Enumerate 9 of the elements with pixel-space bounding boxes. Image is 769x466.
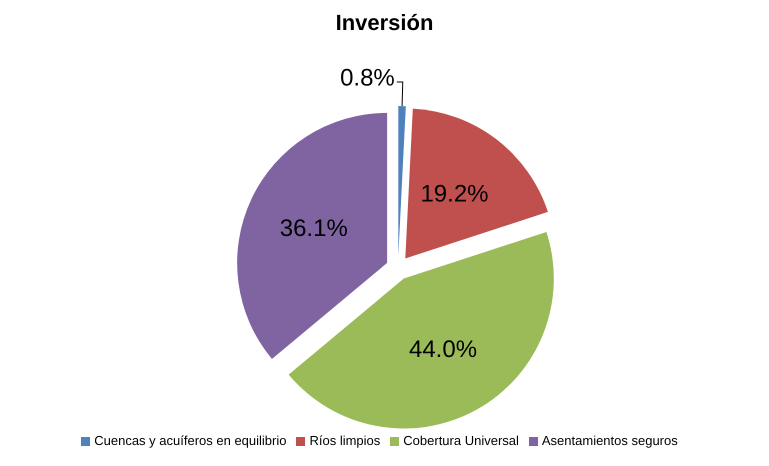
data-label: 44.0% [408,336,478,363]
chart-title: Inversión [334,10,434,36]
legend-label: Cuencas y acuíferos en equilibrio [94,433,286,448]
data-label: 0.8% [340,64,395,92]
legend-label: Asentamientos seguros [542,433,678,448]
data-label: 19.2% [420,180,489,208]
legend-label: Cobertura Universal [403,433,519,448]
data-label: 36.1% [280,215,348,242]
legend-label: Ríos limpios [309,433,380,448]
